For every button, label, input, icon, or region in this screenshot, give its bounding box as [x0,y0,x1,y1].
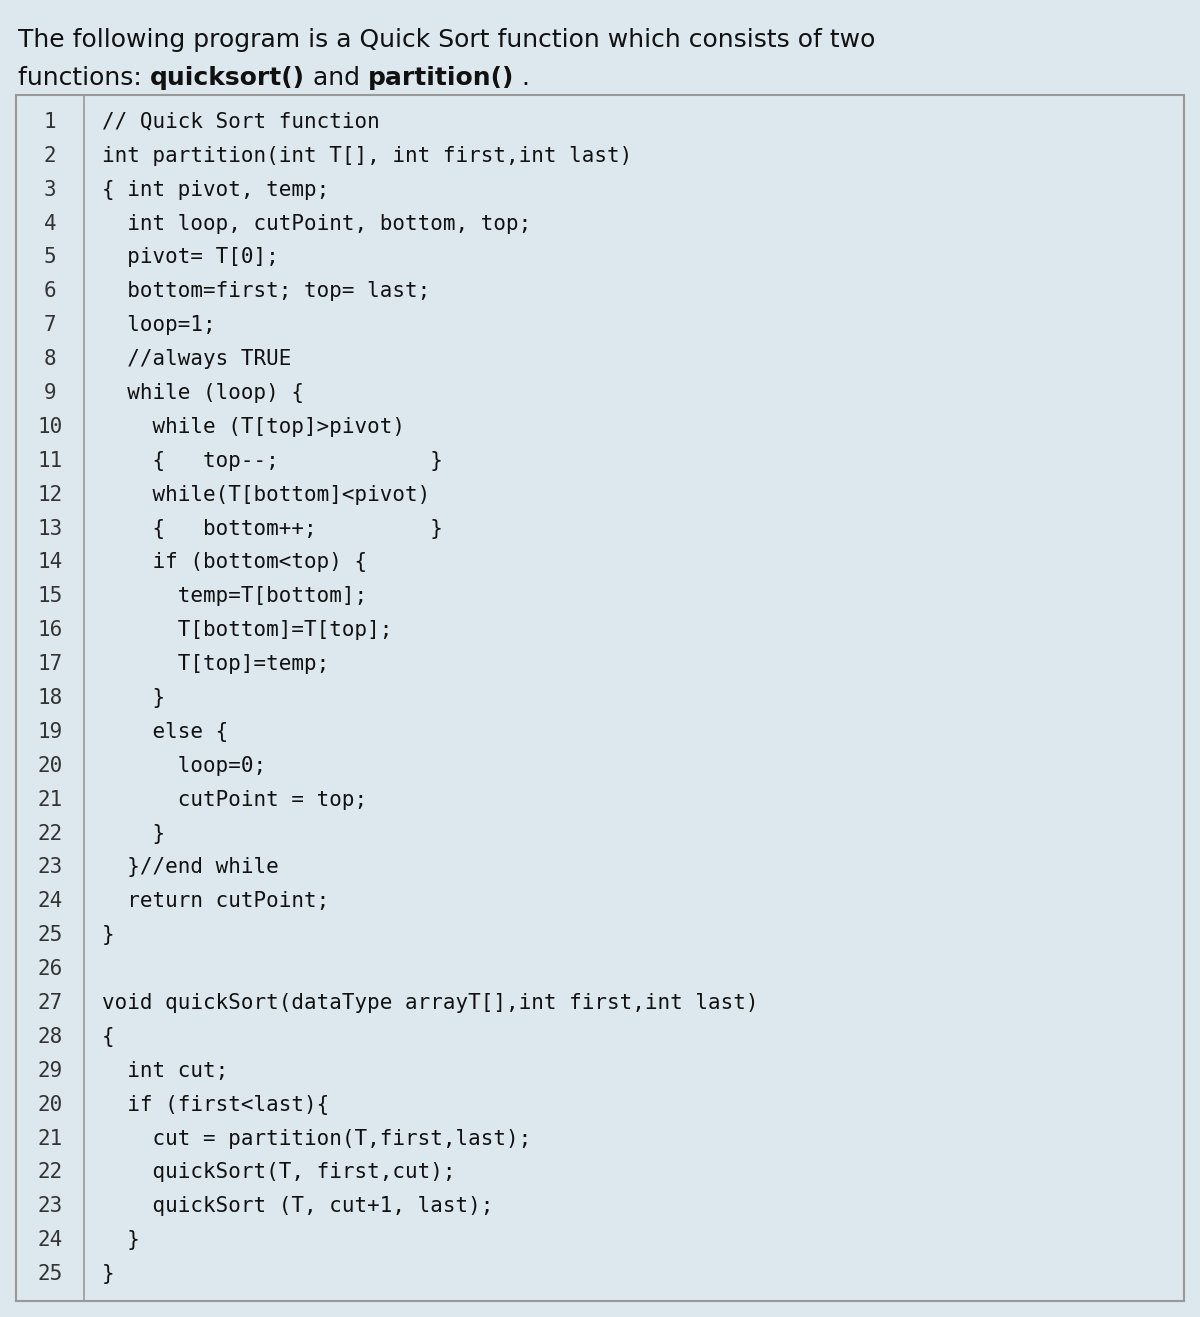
Text: // Quick Sort function: // Quick Sort function [102,112,379,132]
Text: quickSort(T, first,cut);: quickSort(T, first,cut); [102,1163,456,1183]
Text: //always TRUE: //always TRUE [102,349,292,369]
Text: return cutPoint;: return cutPoint; [102,892,329,911]
Text: 11: 11 [37,450,62,470]
Text: while (loop) {: while (loop) { [102,383,304,403]
Text: 6: 6 [43,282,56,302]
Text: int partition(int T[], int first,int last): int partition(int T[], int first,int las… [102,146,632,166]
Text: 22: 22 [37,1163,62,1183]
Text: 13: 13 [37,519,62,539]
Text: .: . [514,66,530,90]
Text: 24: 24 [37,892,62,911]
Text: functions:: functions: [18,66,150,90]
Text: T[top]=temp;: T[top]=temp; [102,655,329,674]
Text: 25: 25 [37,1264,62,1284]
Text: 26: 26 [37,959,62,979]
Text: 29: 29 [37,1060,62,1081]
Text: if (bottom<top) {: if (bottom<top) { [102,552,367,573]
Text: bottom=first; top= last;: bottom=first; top= last; [102,282,431,302]
Text: {: { [102,1027,115,1047]
Text: quickSort (T, cut+1, last);: quickSort (T, cut+1, last); [102,1196,493,1217]
Text: 4: 4 [43,213,56,233]
Text: 20: 20 [37,1094,62,1114]
Text: void quickSort(dataType arrayT[],int first,int last): void quickSort(dataType arrayT[],int fir… [102,993,758,1013]
Text: 7: 7 [43,315,56,336]
Text: 8: 8 [43,349,56,369]
Text: loop=1;: loop=1; [102,315,216,336]
Text: 21: 21 [37,790,62,810]
Text: The following program is a Quick Sort function which consists of two: The following program is a Quick Sort fu… [18,28,875,51]
Text: int cut;: int cut; [102,1060,228,1081]
Text: 9: 9 [43,383,56,403]
Text: 5: 5 [43,248,56,267]
Text: 23: 23 [37,1196,62,1217]
Text: {   bottom++;         }: { bottom++; } [102,519,443,539]
Text: cut = partition(T,first,last);: cut = partition(T,first,last); [102,1129,532,1148]
Text: while (T[top]>pivot): while (T[top]>pivot) [102,417,406,437]
Text: }//end while: }//end while [102,857,278,877]
Text: { int pivot, temp;: { int pivot, temp; [102,179,329,200]
Text: }: } [102,926,115,946]
Text: 1: 1 [43,112,56,132]
Text: 24: 24 [37,1230,62,1250]
Text: 28: 28 [37,1027,62,1047]
Text: }: } [102,687,166,709]
Text: temp=T[bottom];: temp=T[bottom]; [102,586,367,606]
FancyBboxPatch shape [16,95,1184,1301]
Text: 23: 23 [37,857,62,877]
Text: 3: 3 [43,179,56,200]
Text: 19: 19 [37,722,62,741]
Text: while(T[bottom]<pivot): while(T[bottom]<pivot) [102,485,431,504]
Text: 14: 14 [37,552,62,573]
Text: else {: else { [102,722,228,741]
Text: {   top--;            }: { top--; } [102,450,443,470]
Text: }: } [102,823,166,844]
Text: if (first<last){: if (first<last){ [102,1094,329,1114]
Text: 15: 15 [37,586,62,606]
Text: loop=0;: loop=0; [102,756,266,776]
Text: 12: 12 [37,485,62,504]
Text: }: } [102,1230,140,1250]
Text: 25: 25 [37,926,62,946]
Text: int loop, cutPoint, bottom, top;: int loop, cutPoint, bottom, top; [102,213,532,233]
Text: }: } [102,1264,115,1284]
Text: 22: 22 [37,823,62,844]
Text: 10: 10 [37,417,62,437]
Text: and: and [305,66,367,90]
Text: 27: 27 [37,993,62,1013]
Text: 2: 2 [43,146,56,166]
Text: quicksort(): quicksort() [150,66,305,90]
Text: 17: 17 [37,655,62,674]
Text: cutPoint = top;: cutPoint = top; [102,790,367,810]
Text: partition(): partition() [367,66,514,90]
Text: 20: 20 [37,756,62,776]
Text: T[bottom]=T[top];: T[bottom]=T[top]; [102,620,392,640]
Text: 18: 18 [37,687,62,709]
Text: 16: 16 [37,620,62,640]
Text: 21: 21 [37,1129,62,1148]
Text: pivot= T[0];: pivot= T[0]; [102,248,278,267]
